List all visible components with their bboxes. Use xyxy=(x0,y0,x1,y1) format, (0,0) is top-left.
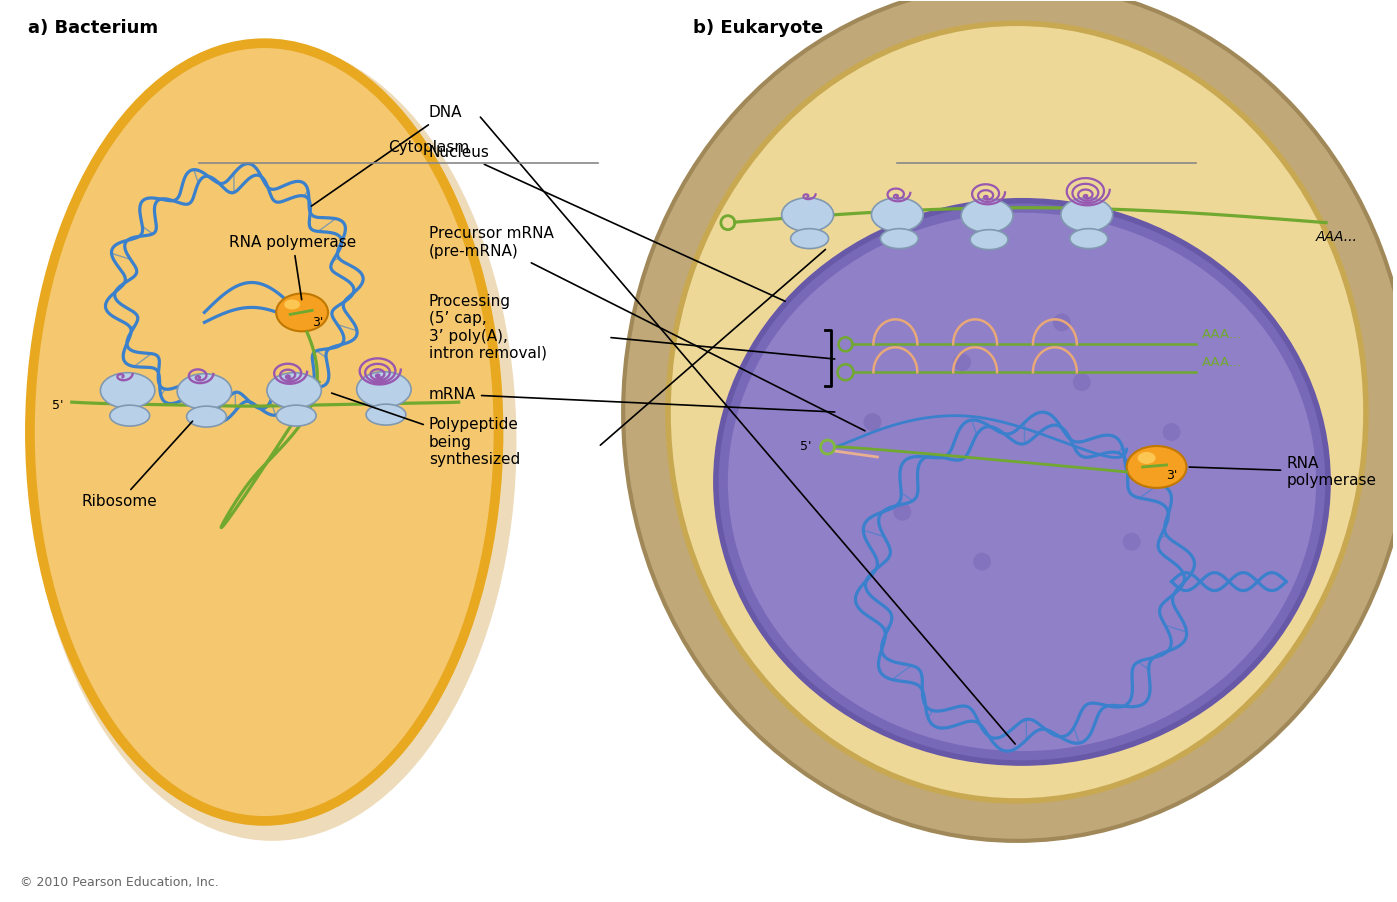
Circle shape xyxy=(863,413,882,431)
Ellipse shape xyxy=(782,198,834,232)
Text: Cytoplasm: Cytoplasm xyxy=(388,140,469,155)
Ellipse shape xyxy=(1060,198,1113,232)
Text: a) Bacterium: a) Bacterium xyxy=(28,19,158,37)
Ellipse shape xyxy=(872,198,923,232)
Ellipse shape xyxy=(791,229,828,249)
Ellipse shape xyxy=(277,293,328,331)
Text: AAA...: AAA... xyxy=(1201,328,1242,341)
Ellipse shape xyxy=(356,372,411,408)
Ellipse shape xyxy=(1137,452,1155,464)
Ellipse shape xyxy=(277,405,316,426)
Circle shape xyxy=(893,502,911,520)
Text: Polypeptide
being
synthesized: Polypeptide being synthesized xyxy=(331,393,520,467)
Ellipse shape xyxy=(728,213,1316,751)
Text: DNA: DNA xyxy=(312,106,462,207)
Circle shape xyxy=(1073,373,1091,391)
Text: Precursor mRNA
(pre-mRNA): Precursor mRNA (pre-mRNA) xyxy=(429,226,865,431)
Circle shape xyxy=(1053,313,1071,331)
Ellipse shape xyxy=(961,198,1013,233)
Text: mRNA: mRNA xyxy=(429,387,835,412)
Ellipse shape xyxy=(668,23,1366,801)
Text: RNA polymerase: RNA polymerase xyxy=(229,235,356,299)
Text: RNA
polymerase: RNA polymerase xyxy=(1189,456,1376,488)
Text: 5': 5' xyxy=(799,440,812,453)
Ellipse shape xyxy=(970,230,1009,250)
Ellipse shape xyxy=(267,373,321,409)
Ellipse shape xyxy=(1070,229,1108,249)
Circle shape xyxy=(1123,533,1140,551)
Ellipse shape xyxy=(366,404,407,425)
Text: AAA...: AAA... xyxy=(1316,230,1358,244)
Ellipse shape xyxy=(29,43,499,821)
Text: b) Eukaryote: b) Eukaryote xyxy=(693,19,823,37)
Ellipse shape xyxy=(28,43,517,841)
Text: 5': 5' xyxy=(52,399,63,412)
Ellipse shape xyxy=(1126,446,1186,488)
Text: © 2010 Pearson Education, Inc.: © 2010 Pearson Education, Inc. xyxy=(20,876,219,888)
Ellipse shape xyxy=(715,201,1329,763)
Circle shape xyxy=(953,354,971,372)
Text: Processing
(5’ cap,
3’ poly(A),
intron removal): Processing (5’ cap, 3’ poly(A), intron r… xyxy=(429,294,546,361)
Ellipse shape xyxy=(284,299,300,309)
Ellipse shape xyxy=(110,405,149,426)
Ellipse shape xyxy=(187,406,226,427)
Text: 3': 3' xyxy=(312,317,324,329)
Text: 3': 3' xyxy=(1166,469,1178,482)
Ellipse shape xyxy=(177,373,232,410)
Circle shape xyxy=(1162,423,1180,441)
Ellipse shape xyxy=(623,0,1397,841)
Text: Ribosome: Ribosome xyxy=(82,421,193,510)
Ellipse shape xyxy=(880,229,918,249)
Text: Nucleus: Nucleus xyxy=(429,145,785,301)
Circle shape xyxy=(974,553,990,571)
Ellipse shape xyxy=(101,373,155,409)
Text: AAA...: AAA... xyxy=(1201,356,1242,369)
